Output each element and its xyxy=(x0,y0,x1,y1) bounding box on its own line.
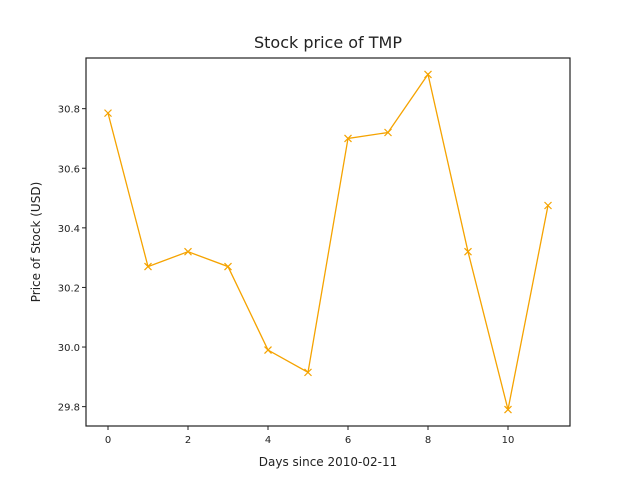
data-point-marker xyxy=(424,70,432,79)
y-tick-label: 30.2 xyxy=(58,283,80,294)
data-point-marker xyxy=(184,247,192,256)
x-tick-label: 0 xyxy=(105,435,111,446)
x-tick-label: 10 xyxy=(502,435,515,446)
plot-layer xyxy=(104,70,552,414)
data-point-marker xyxy=(304,368,312,377)
y-tick-label: 29.8 xyxy=(58,403,80,414)
data-point-marker xyxy=(344,134,352,143)
y-axis-ticks: 29.8 30.0 30.2 30.4 30.6 30.8 xyxy=(58,105,86,414)
data-point-marker xyxy=(384,128,392,137)
data-point-marker xyxy=(544,201,552,210)
plot-frame xyxy=(85,57,571,427)
y-axis-label: Price of Stock (USD) xyxy=(29,182,43,303)
data-point-marker xyxy=(264,346,272,354)
series-line xyxy=(107,72,549,410)
y-tick-label: 30.6 xyxy=(58,164,80,175)
x-tick-label: 6 xyxy=(345,435,351,446)
x-tick-label: 4 xyxy=(265,435,271,446)
x-tick-label: 8 xyxy=(425,435,431,446)
data-point-marker xyxy=(144,262,152,271)
y-tick-label: 30.8 xyxy=(58,105,80,116)
x-axis-ticks: 0 2 4 6 8 10 xyxy=(105,426,515,446)
chart-title: Stock price of TMP xyxy=(254,33,402,52)
data-point-marker xyxy=(464,247,472,256)
x-axis-label: Days since 2010-02-11 xyxy=(259,455,398,469)
y-tick-label: 30.0 xyxy=(58,343,80,354)
data-point-marker xyxy=(504,405,512,414)
y-tick-label: 30.4 xyxy=(58,224,80,235)
x-tick-label: 2 xyxy=(185,435,191,446)
data-point-marker xyxy=(104,109,112,118)
data-point-marker xyxy=(224,262,232,271)
